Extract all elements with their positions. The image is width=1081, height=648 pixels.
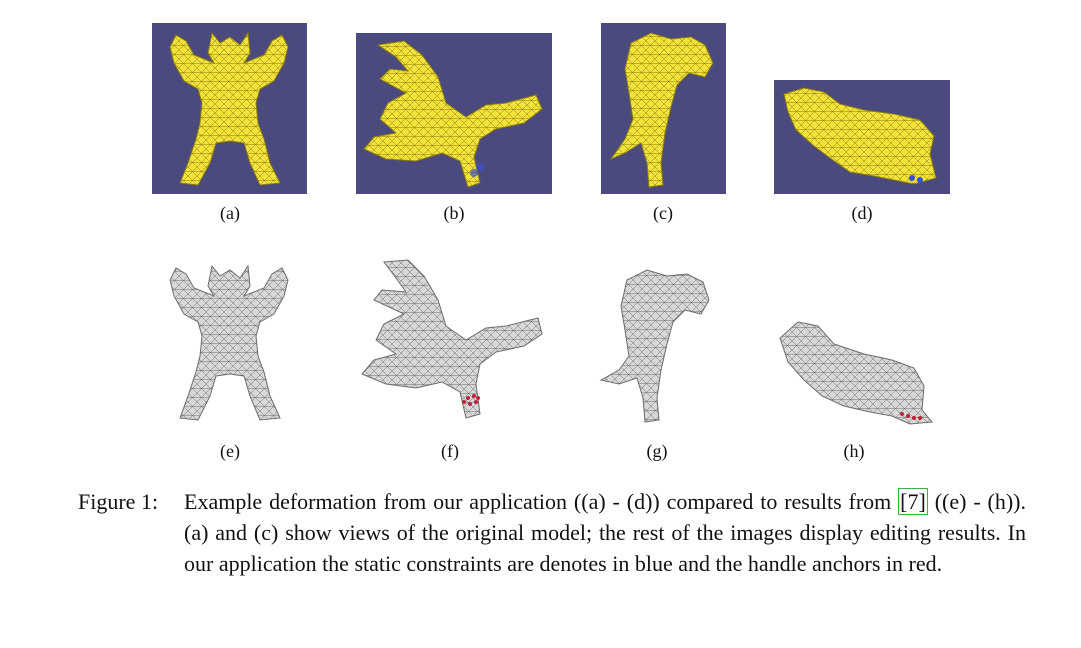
caption-text-after-cite: ((e) - (h)). (a) and (c) show views of t…	[184, 489, 1027, 576]
armadillo-mesh-front	[169, 31, 289, 186]
handle-anchor-marker	[466, 396, 470, 400]
subfigure-b-image	[356, 33, 552, 194]
subfigure-h-label: (h)	[843, 441, 865, 461]
handle-anchor-marker	[474, 400, 478, 404]
caption-text-before-cite: Example deformation from our application…	[184, 489, 892, 514]
subfigure-a-image	[152, 23, 307, 194]
armadillo-mesh-lying	[783, 87, 937, 185]
static-constraint-marker	[476, 163, 484, 171]
subfigure-e-image	[152, 258, 307, 428]
subfigure-b-label: (b)	[443, 203, 465, 223]
subfigure-c-image	[601, 23, 726, 194]
figure-label: Figure 1:	[78, 489, 159, 514]
handle-anchor-marker	[468, 402, 472, 406]
handle-anchor-marker	[918, 416, 922, 420]
subfigure-g-label: (g)	[646, 441, 668, 461]
armadillo-mesh-side	[609, 32, 714, 188]
subfigure-f-label: (f)	[441, 441, 459, 461]
static-constraint-marker	[917, 177, 923, 183]
static-constraint-marker	[909, 175, 915, 181]
subfigure-h-image	[774, 314, 950, 428]
subfigure-d-label: (d)	[851, 203, 873, 223]
handle-anchor-marker	[900, 412, 904, 416]
handle-anchor-marker	[462, 400, 466, 404]
handle-anchor-marker	[912, 416, 916, 420]
static-constraint-marker	[470, 169, 478, 177]
caption-body: Example deformation from our application…	[184, 486, 1026, 579]
subfigure-a-label: (a)	[220, 203, 240, 223]
subfigure-f-image	[356, 254, 552, 428]
armadillo-mesh-front	[169, 264, 289, 421]
subfigure-g-image	[597, 262, 722, 428]
subfigure-e-label: (e)	[220, 441, 240, 461]
armadillo-mesh-deformed	[361, 259, 543, 419]
handle-anchor-marker	[476, 396, 480, 400]
armadillo-mesh-side	[599, 269, 710, 423]
armadillo-mesh-deformed	[363, 40, 543, 188]
subfigure-d-image	[774, 80, 950, 194]
subfigure-c-label: (c)	[653, 203, 673, 223]
citation-link[interactable]: [7]	[898, 488, 928, 515]
armadillo-mesh-lying	[779, 321, 933, 425]
handle-anchor-marker	[472, 394, 476, 398]
handle-anchor-marker	[906, 414, 910, 418]
